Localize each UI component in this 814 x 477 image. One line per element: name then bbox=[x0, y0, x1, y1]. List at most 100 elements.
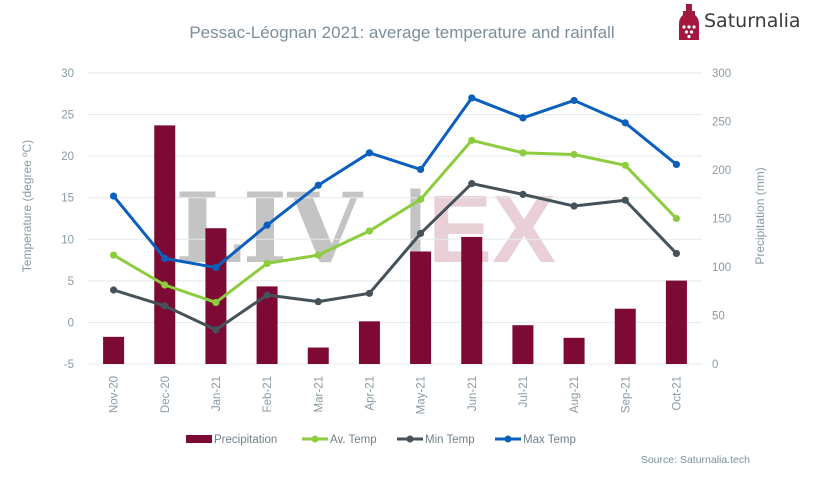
legend-label: Max Temp bbox=[523, 434, 576, 446]
series-point bbox=[416, 229, 425, 238]
series-point bbox=[263, 221, 271, 229]
series-point bbox=[570, 202, 578, 210]
series-point bbox=[161, 281, 169, 289]
x-tick-label: Jan-21 bbox=[211, 376, 223, 411]
series-point bbox=[109, 286, 118, 294]
precipitation-bar bbox=[410, 251, 432, 364]
brand-logo: Saturnalia bbox=[679, 4, 801, 40]
x-tick-label: Nov-20 bbox=[109, 376, 121, 413]
precipitation-bar bbox=[461, 236, 483, 364]
precipitation-bar bbox=[563, 337, 585, 364]
x-tick-label: Aug-21 bbox=[569, 376, 581, 413]
legend-marker bbox=[406, 435, 414, 443]
y-right-tick-label: 300 bbox=[712, 68, 731, 80]
y-left-tick-label: 30 bbox=[61, 68, 74, 80]
series-point bbox=[314, 251, 322, 259]
series-point bbox=[314, 298, 322, 306]
series-line bbox=[112, 96, 678, 270]
legend: Precipitation Av. Temp Min Temp Max Temp bbox=[186, 434, 576, 446]
x-tick-label: Mar-21 bbox=[313, 376, 325, 412]
y-right-tick-label: 250 bbox=[712, 117, 731, 129]
x-tick-label: Feb-21 bbox=[262, 376, 274, 412]
x-axis: Nov-20 Dec-20 Jan-21 Feb-21 Mar-21 Apr-21 May-… bbox=[109, 376, 684, 414]
precipitation-bar bbox=[154, 125, 176, 364]
y-right-tick-label: 50 bbox=[712, 311, 725, 323]
y-left-tick-label: 0 bbox=[68, 317, 74, 329]
y-left-tick-label: -5 bbox=[64, 359, 74, 371]
series-line bbox=[113, 182, 678, 332]
series-point bbox=[570, 96, 578, 105]
series-point bbox=[263, 259, 271, 267]
y-left-tick-label: 25 bbox=[61, 110, 74, 122]
legend-swatch bbox=[186, 435, 212, 443]
x-tick-label: Apr-21 bbox=[364, 376, 376, 411]
y-left-tick-label: 5 bbox=[68, 276, 74, 288]
y-left-tick-label: 20 bbox=[61, 151, 74, 163]
chart-title: Pessac-Léognan 2021: average temperature… bbox=[189, 23, 614, 42]
watermark-right: EX bbox=[428, 176, 556, 283]
series-point bbox=[161, 254, 169, 263]
y-right-tick-label: 0 bbox=[712, 359, 718, 371]
y-axis-left-title: Temperature (degree ºC) bbox=[20, 140, 34, 272]
x-tick-label: May-21 bbox=[416, 376, 428, 414]
series-point bbox=[109, 192, 118, 200]
series-point bbox=[416, 195, 425, 203]
x-tick-label: Dec-20 bbox=[160, 376, 172, 413]
series-point bbox=[365, 227, 374, 235]
series-point bbox=[621, 119, 629, 127]
precipitation-bar bbox=[307, 347, 329, 364]
y-axis-left: -5 0 5 10 15 20 25 30 bbox=[61, 68, 74, 371]
y-axis-right-title: Precipitation (mm) bbox=[753, 167, 767, 264]
legend-label: Precipitation bbox=[214, 434, 277, 446]
series-point bbox=[621, 196, 629, 204]
series-point bbox=[263, 291, 271, 299]
series-point bbox=[519, 190, 527, 198]
series-point bbox=[519, 114, 527, 122]
series-point bbox=[570, 150, 578, 159]
legend-label: Av. Temp bbox=[330, 434, 377, 446]
y-right-tick-label: 200 bbox=[712, 165, 731, 177]
legend-marker bbox=[311, 435, 319, 443]
x-tick-label: Jun-21 bbox=[467, 376, 479, 411]
x-tick-label: Jul-21 bbox=[518, 376, 530, 407]
gridlines bbox=[88, 72, 702, 365]
precipitation-bar bbox=[358, 321, 380, 364]
watermark-left: LIV bbox=[175, 172, 363, 285]
temperature-lines bbox=[109, 94, 681, 334]
series-point bbox=[161, 302, 169, 310]
y-left-tick-label: 10 bbox=[61, 234, 74, 246]
series-point bbox=[468, 136, 476, 144]
precipitation-bar bbox=[512, 325, 534, 364]
series-point bbox=[672, 160, 681, 169]
y-axis-right: 0 50 100 150 200 250 300 bbox=[712, 68, 731, 371]
legend-label: Min Temp bbox=[425, 434, 475, 446]
precipitation-bar bbox=[256, 286, 278, 364]
series-point bbox=[314, 181, 322, 189]
series-point bbox=[365, 289, 374, 297]
precipitation-bars bbox=[103, 125, 687, 364]
series-point bbox=[672, 249, 681, 258]
series-point bbox=[672, 214, 681, 223]
series-point bbox=[621, 161, 629, 169]
series-point bbox=[416, 165, 425, 174]
precipitation-bar bbox=[103, 336, 125, 364]
wine-bottle-icon bbox=[679, 4, 699, 40]
y-right-tick-label: 100 bbox=[712, 262, 731, 274]
series-point bbox=[212, 298, 220, 307]
x-tick-label: Sep-21 bbox=[620, 376, 632, 413]
series-point bbox=[468, 179, 476, 188]
precipitation-bar bbox=[665, 280, 687, 364]
brand-name: Saturnalia bbox=[704, 10, 801, 32]
precipitation-bar bbox=[614, 308, 636, 364]
series-point bbox=[212, 263, 220, 272]
legend-marker bbox=[504, 435, 512, 443]
x-tick-label: Oct-21 bbox=[671, 376, 683, 411]
y-left-tick-label: 15 bbox=[61, 193, 74, 205]
series-point bbox=[365, 149, 374, 157]
series-point bbox=[519, 149, 527, 157]
series-point bbox=[109, 251, 118, 259]
series-point bbox=[212, 326, 220, 334]
source-note: Source: Saturnalia.tech bbox=[641, 454, 750, 466]
series-point bbox=[468, 94, 476, 102]
